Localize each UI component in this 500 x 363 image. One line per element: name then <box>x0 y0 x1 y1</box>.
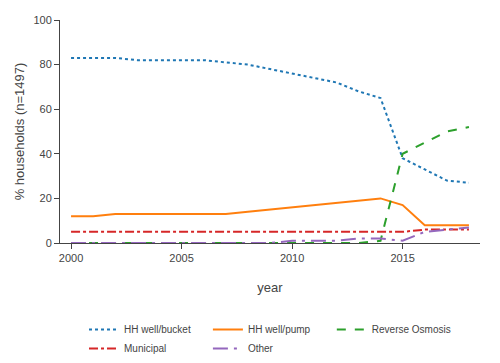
svg-text:2005: 2005 <box>169 252 193 264</box>
svg-text:2000: 2000 <box>59 252 83 264</box>
svg-text:80: 80 <box>40 58 52 70</box>
svg-text:2010: 2010 <box>280 252 304 264</box>
svg-text:100: 100 <box>33 14 51 26</box>
svg-text:60: 60 <box>40 103 52 115</box>
svg-text:Other: Other <box>248 343 274 354</box>
svg-text:% households (n=1497): % households (n=1497) <box>12 63 27 201</box>
svg-text:Reverse Osmosis: Reverse Osmosis <box>372 324 451 335</box>
svg-text:20: 20 <box>40 192 52 204</box>
svg-text:HH well/bucket: HH well/bucket <box>124 324 191 335</box>
svg-text:HH well/pump: HH well/pump <box>248 324 311 335</box>
svg-text:Municipal: Municipal <box>124 343 166 354</box>
svg-text:year: year <box>257 280 283 295</box>
svg-text:0: 0 <box>46 237 52 249</box>
svg-text:2015: 2015 <box>390 252 414 264</box>
svg-text:40: 40 <box>40 148 52 160</box>
